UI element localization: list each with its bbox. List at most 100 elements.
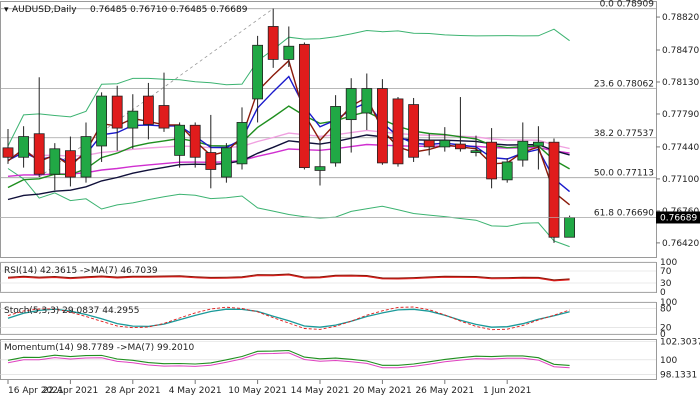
candle[interactable] (548, 138, 560, 243)
candle-body (127, 110, 139, 129)
momentum-label: Momentum(14) 98.7789 ->MA(7) 99.2010 (4, 343, 195, 353)
candle[interactable] (80, 122, 92, 183)
candle-body (65, 150, 76, 178)
candle-body (18, 136, 30, 158)
main-panel (0, 1, 657, 258)
candle[interactable] (298, 42, 310, 170)
candles (2, 8, 575, 243)
candle-body (267, 26, 279, 60)
candle[interactable] (392, 97, 404, 167)
fib-level-label: 50.0 0.77113 (594, 169, 654, 179)
momentum-tick-label: 100 (660, 356, 677, 366)
candle-body (2, 147, 14, 158)
date-tick-label: 4 May 2021 (169, 386, 222, 396)
candle-body (423, 139, 435, 148)
stoch-panel (0, 302, 657, 335)
candle-body (564, 217, 575, 238)
candle[interactable] (533, 126, 544, 170)
stoch-label: Stoch(5,3,3) 29.0837 44.2955 (4, 306, 139, 316)
candle[interactable] (220, 143, 232, 183)
momentum-line (7, 349, 570, 366)
candle[interactable] (205, 114, 217, 189)
date-tick-label: 28 Apr 2021 (105, 386, 161, 396)
date-tick-label: 22 Apr 2021 (43, 386, 99, 396)
candle[interactable] (517, 122, 529, 167)
candle[interactable] (65, 136, 76, 187)
candle[interactable] (470, 135, 482, 157)
fib-trend-line (38, 8, 274, 178)
candle[interactable] (267, 8, 279, 68)
candle-body (236, 122, 248, 165)
rsi-line (7, 273, 570, 281)
date-tick-label: 20 May 2021 (353, 386, 412, 396)
candle-body (158, 105, 170, 129)
current-price-box (656, 211, 700, 224)
candle[interactable] (111, 85, 123, 151)
candle[interactable] (361, 73, 373, 130)
candle-body (142, 95, 154, 125)
ohlc-readout: 0.76485 0.76710 0.76485 0.76689 (90, 5, 248, 15)
fib-level-label: 38.2 0.77537 (594, 129, 654, 139)
rsi-tick-label: 30 (660, 279, 672, 289)
date-tick-label: 26 May 2021 (415, 386, 474, 396)
candle-body (376, 88, 388, 164)
candle[interactable] (486, 128, 498, 189)
candle-body (501, 161, 513, 181)
candle[interactable] (127, 94, 139, 149)
candle[interactable] (174, 122, 186, 168)
candle[interactable] (18, 126, 30, 168)
stoch-tick-label: 20 (660, 324, 672, 334)
candle[interactable] (423, 133, 435, 156)
candle-body (314, 166, 326, 171)
candle[interactable] (345, 78, 357, 153)
candle[interactable] (33, 77, 45, 178)
candle-body (80, 136, 92, 178)
candle-body (174, 124, 186, 156)
current-price-label: 0.76689 (660, 213, 697, 223)
candle-body (33, 133, 45, 175)
candle-body (470, 150, 482, 153)
candle[interactable] (158, 72, 170, 132)
candle-body (533, 141, 544, 147)
candle[interactable] (454, 97, 466, 152)
candle-body (49, 148, 61, 175)
stoch-k-line (7, 308, 570, 328)
candle[interactable] (564, 215, 575, 238)
candle[interactable] (376, 79, 388, 165)
rsi-tick-label: 100 (660, 258, 677, 268)
price-axis: 0.78820 0.78470 0.78130 0.77790 0.77440 0.771… (0, 13, 700, 249)
date-tick-label: 10 May 2021 (228, 386, 287, 396)
candle[interactable] (439, 127, 451, 152)
candle[interactable] (96, 92, 107, 162)
candle[interactable] (2, 129, 14, 164)
candle[interactable] (501, 158, 513, 183)
date-tick-label: 16 Apr 2021 (8, 386, 64, 396)
candle-body (345, 88, 357, 121)
candle[interactable] (283, 26, 295, 67)
candle-body (298, 43, 310, 169)
rsi-ma-line (7, 274, 570, 282)
date-tick-label: 14 May 2021 (291, 386, 350, 396)
candle[interactable] (330, 95, 342, 167)
candle[interactable] (49, 143, 61, 191)
candle[interactable] (408, 97, 420, 162)
stoch-d-line (7, 306, 570, 331)
candle[interactable] (142, 82, 154, 140)
candle[interactable] (236, 107, 248, 170)
candle[interactable] (314, 140, 326, 186)
stoch-tick-label: 100 (660, 298, 677, 308)
bollinger-lower-line (7, 168, 570, 248)
stoch-tick-label: 80 (660, 304, 672, 314)
candle-body (189, 124, 201, 158)
fib-level-label: 23.6 0.78062 (594, 79, 654, 89)
candle[interactable] (252, 35, 264, 123)
candle-body (205, 152, 217, 170)
candle-body (330, 106, 342, 164)
candle[interactable] (189, 122, 201, 168)
fib-level-label: 0.0 0.78909 (600, 0, 655, 10)
candle-body (252, 44, 264, 100)
price-tick-label: 0.76420 (662, 239, 699, 249)
